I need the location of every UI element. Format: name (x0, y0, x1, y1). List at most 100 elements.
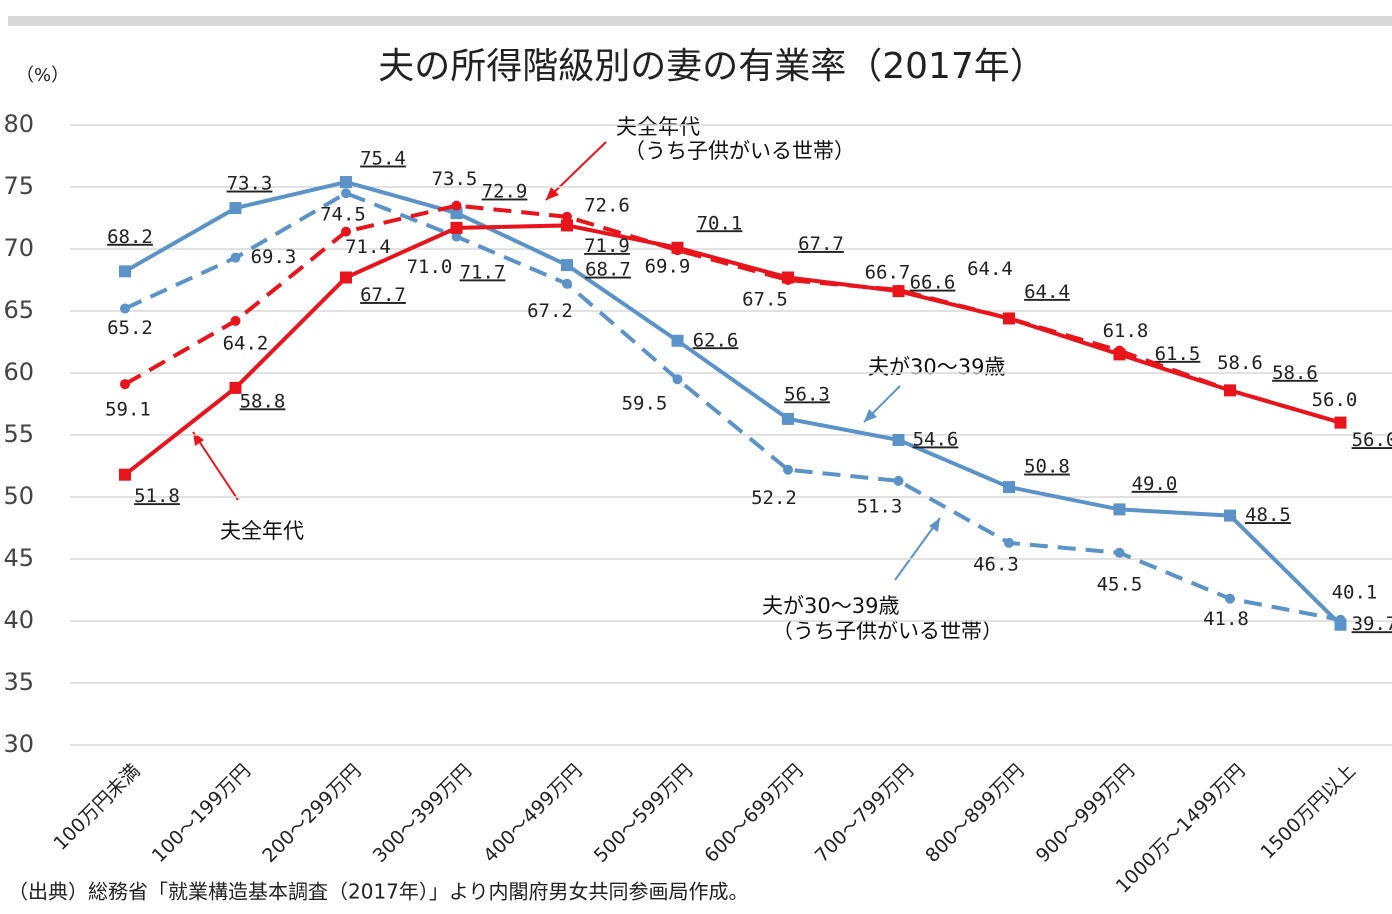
annotations: 夫全年代 夫全年代 （うち子供がいる世帯） 夫が30～39歳 夫が30～39歳 … (192, 115, 1005, 643)
data-label: 58.6 (1217, 352, 1263, 374)
arrow-head (929, 518, 940, 532)
data-label: 67.5 (742, 289, 788, 311)
series-line (124, 190, 1341, 622)
data-label: 68.7 (585, 259, 631, 281)
data-label: 50.8 (1024, 456, 1070, 478)
data-label: 72.6 (584, 194, 630, 216)
series-line (124, 179, 1342, 627)
y-tick-label: 40 (3, 606, 34, 634)
y-tick-label: 45 (3, 544, 34, 572)
data-label: 71.0 (407, 256, 453, 278)
data-label: 71.9 (584, 235, 630, 257)
marker (1003, 481, 1015, 494)
data-label: 73.5 (432, 168, 478, 190)
y-tick-label: 35 (3, 668, 34, 696)
y-tick-label: 60 (3, 358, 34, 386)
marker (119, 468, 131, 481)
marker (229, 381, 242, 394)
data-label: 59.5 (622, 393, 668, 415)
data-label: 56.3 (784, 383, 830, 405)
data-label: 56.0 (1312, 389, 1358, 411)
data-label: 58.8 (240, 390, 286, 412)
marker (672, 245, 683, 256)
marker (893, 475, 904, 486)
marker (341, 226, 351, 237)
data-label: 75.4 (360, 148, 406, 170)
series: 65.2 69.3 74.5 71.0 67.2 59.5 52.2 51.3 46.3 45.5… (107, 188, 1377, 630)
marker (1004, 313, 1014, 324)
marker (783, 464, 793, 475)
data-label: 66.6 (910, 272, 956, 294)
marker (120, 379, 130, 390)
marker (450, 207, 463, 220)
data-label: 70.1 (697, 212, 743, 234)
arrow-head (864, 409, 877, 422)
grid (70, 124, 1392, 746)
series-label: （うち子供がいる世帯） (772, 619, 1003, 643)
data-label: 66.7 (865, 261, 911, 283)
marker (561, 259, 573, 272)
series-label: 夫全年代 (616, 115, 700, 139)
data-label: 54.6 (913, 428, 959, 450)
marker (561, 219, 573, 232)
data-label: 46.3 (973, 553, 1019, 575)
marker (1114, 345, 1125, 356)
data-label: 41.8 (1203, 608, 1249, 630)
y-tick-label: 30 (3, 730, 34, 758)
marker (450, 221, 463, 234)
data-label: 59.1 (105, 399, 151, 421)
source: （出典）総務省「就業構造基本調査（2017年）」より内閣府男女共同参画局作成。 (8, 880, 749, 904)
marker (1114, 547, 1125, 558)
marker (672, 374, 683, 385)
marker (892, 433, 905, 446)
marker (783, 275, 793, 285)
series: 59.1 64.2 71.4 73.5 72.6 69.9 67.5 66.7 64.4 61.8… (105, 168, 1357, 428)
series: 68.2 73.3 75.4 72.9 68.7 62.6 56.3 54.6 50.8 49.0… (107, 148, 1392, 636)
data-label: 64.4 (1024, 281, 1070, 303)
data-label: 45.5 (1097, 573, 1143, 595)
marker (562, 211, 572, 222)
marker (451, 200, 462, 211)
data-label: 62.6 (693, 329, 739, 351)
marker (119, 265, 131, 278)
y-tick-label: 80 (3, 110, 34, 138)
marker (671, 334, 684, 347)
data-label: 48.5 (1245, 504, 1291, 526)
y-tick-label: 65 (3, 296, 34, 324)
series-label: 夫が30～39歳 (762, 594, 899, 618)
series-label: 夫全年代 (220, 519, 304, 543)
data-label: 74.5 (320, 204, 366, 226)
data-label: 71.4 (345, 236, 391, 258)
marker (120, 303, 130, 314)
data-label: 64.4 (967, 258, 1013, 280)
y-tick-label: 75 (3, 172, 34, 200)
data-label: 65.2 (107, 317, 153, 339)
y-tick-label: 50 (3, 482, 34, 510)
marker (341, 188, 351, 199)
data-label: 67.2 (527, 300, 573, 322)
data-label: 72.9 (482, 181, 528, 203)
marker (782, 412, 794, 425)
marker (229, 202, 242, 215)
marker (1113, 503, 1126, 516)
data-label: 69.9 (645, 256, 691, 278)
marker (451, 231, 462, 242)
data-label: 69.3 (251, 246, 297, 268)
chart-title: 夫の所得階級別の妻の有業率（2017年） (378, 46, 1046, 87)
data-label: 73.3 (227, 173, 273, 195)
data-label: 51.3 (857, 495, 903, 517)
data-label: 56.0 (1352, 429, 1392, 451)
data-label: 51.8 (134, 485, 180, 507)
marker (1335, 614, 1346, 625)
data-label: 49.0 (1132, 473, 1178, 495)
data-label: 68.2 (107, 226, 153, 248)
data-label: 58.6 (1272, 362, 1318, 384)
data-label: 71.7 (460, 261, 506, 283)
marker (230, 252, 241, 263)
data-label: 39.7 (1352, 613, 1392, 635)
top-bar (8, 16, 1392, 26)
data-label: 67.7 (360, 284, 406, 306)
marker (1225, 385, 1235, 396)
